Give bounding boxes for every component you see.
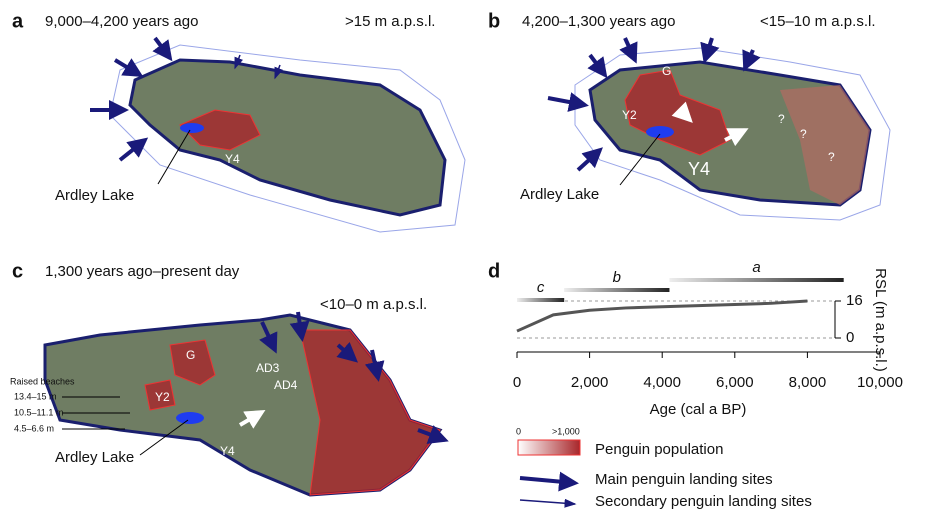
site-label: Y2 (155, 390, 170, 404)
landing-arrow (152, 36, 173, 62)
panel-b: b 4,200–1,300 years ago <15–10 m a.p.s.l… (488, 10, 891, 221)
secondary-arrow (234, 54, 243, 70)
period-label: c (537, 279, 545, 296)
secondary-arrow (274, 64, 283, 80)
y-tick-label: 16 (846, 292, 863, 309)
movement-arrow (671, 101, 693, 123)
legend-label: Secondary penguin landing sites (595, 493, 812, 510)
population-scale (517, 439, 581, 456)
rsl-chart: d Age (cal a BP) RSL (m a.p.s.l.) 0 2,000… (488, 259, 903, 418)
site-label: Y4 (225, 152, 240, 166)
landing-arrow (547, 92, 589, 112)
x-tick-label: 2,000 (571, 374, 609, 391)
movement-arrow (238, 409, 266, 429)
landing-arrow (742, 49, 761, 72)
landing-arrow (113, 58, 144, 78)
penguin-zone (299, 329, 441, 496)
panel-c: c 1,300 years ago–present day <10–0 m a.… (10, 260, 449, 497)
unknown-mark: ? (778, 112, 785, 126)
landing-arrow (118, 137, 149, 162)
landing-arrow (336, 341, 358, 363)
lake-label: Ardley Lake (55, 449, 134, 466)
period: 9,000–4,200 years ago (45, 13, 198, 30)
penguin-zone (179, 109, 261, 151)
landing-arrow (259, 321, 278, 354)
period-bar (564, 288, 670, 292)
movement-arrow (724, 128, 749, 147)
landing-arrow (700, 37, 720, 64)
legend-label: Penguin population (595, 441, 723, 458)
x-tick-label: 10,000 (857, 374, 903, 391)
period-label: a (752, 259, 760, 276)
site-label: Y4 (220, 444, 235, 458)
period-bar (669, 278, 844, 282)
site-label: AD3 (256, 361, 280, 375)
legend-label: Main penguin landing sites (595, 471, 773, 488)
period: 1,300 years ago–present day (45, 263, 240, 280)
y-tick-label: 0 (846, 329, 854, 346)
scale-min: 0 (516, 426, 521, 436)
y-axis-label: RSL (m a.p.s.l.) (872, 268, 889, 372)
site-label: AD4 (274, 378, 298, 392)
panel-a: a 9,000–4,200 years ago >15 m a.p.s.l. Y… (12, 10, 466, 233)
lake (646, 126, 674, 138)
x-tick-label: 4,000 (643, 374, 681, 391)
site-label: G (662, 64, 671, 78)
uncertain-zone (780, 85, 870, 205)
elevation: >15 m a.p.s.l. (345, 13, 435, 30)
period-label: b (613, 269, 621, 286)
panel-letter: a (12, 10, 24, 32)
x-tick-label: 8,000 (789, 374, 827, 391)
beach-level: 4.5–6.6 m (14, 423, 54, 433)
lake-label: Ardley Lake (55, 187, 134, 204)
panel-letter: d (488, 260, 500, 282)
site-label: Y4 (688, 159, 710, 179)
lake (180, 123, 204, 133)
period-bar (517, 298, 565, 302)
legend: 0 >1,000 Penguin population Main penguin… (516, 426, 812, 510)
x-tick-label: 0 (513, 374, 521, 391)
leader (157, 129, 191, 185)
penguin-zone (169, 339, 216, 386)
landing-arrow (619, 37, 638, 64)
site-label: Y2 (622, 108, 637, 122)
panel-letter: b (488, 10, 500, 32)
landing-arrow (289, 311, 310, 342)
panel-letter: c (12, 260, 23, 282)
island (128, 58, 447, 217)
x-tick-label: 6,000 (716, 374, 754, 391)
landing-arrow (417, 425, 449, 444)
unknown-mark: ? (828, 150, 835, 164)
contour (109, 44, 466, 233)
elevation: <10–0 m a.p.s.l. (320, 296, 427, 313)
period: 4,200–1,300 years ago (522, 13, 675, 30)
landing-arrow (576, 147, 603, 172)
legend-main-arrow (519, 471, 579, 492)
leader (139, 419, 189, 456)
unknown-mark: ? (800, 127, 807, 141)
leader (619, 133, 661, 186)
elevation: <15–10 m a.p.s.l. (760, 13, 876, 30)
lake-label: Ardley Lake (520, 186, 599, 203)
x-axis-label: Age (cal a BP) (650, 401, 747, 418)
scale-max: >1,000 (552, 426, 580, 436)
beach-level: 10.5–11.1 m (14, 407, 63, 417)
beaches-title: Raised beaches (10, 376, 75, 386)
beach-level: 13.4–15 m (14, 391, 57, 401)
penguin-zone (144, 379, 176, 411)
site-label: G (186, 348, 195, 362)
rsl-curve (516, 299, 808, 333)
legend-secondary-arrow (519, 498, 577, 508)
landing-arrow (364, 349, 385, 382)
lake (176, 412, 204, 424)
landing-arrow (587, 53, 608, 79)
